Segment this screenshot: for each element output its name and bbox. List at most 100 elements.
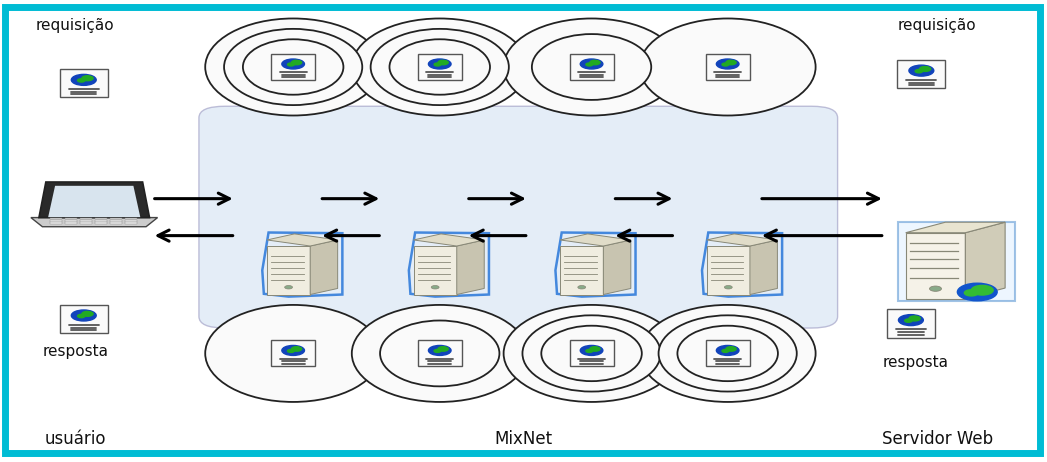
FancyBboxPatch shape: [50, 218, 62, 219]
Ellipse shape: [677, 326, 778, 381]
Circle shape: [909, 65, 934, 76]
Polygon shape: [603, 240, 630, 295]
Circle shape: [77, 79, 85, 82]
Text: resposta: resposta: [883, 355, 950, 370]
Polygon shape: [560, 246, 603, 295]
Ellipse shape: [532, 34, 651, 100]
Text: requisição: requisição: [36, 18, 115, 33]
FancyBboxPatch shape: [65, 222, 77, 224]
FancyBboxPatch shape: [570, 54, 614, 80]
FancyBboxPatch shape: [418, 54, 462, 80]
FancyBboxPatch shape: [271, 340, 315, 366]
FancyBboxPatch shape: [126, 220, 137, 222]
Circle shape: [586, 63, 593, 66]
FancyBboxPatch shape: [570, 340, 614, 366]
Circle shape: [580, 59, 603, 69]
Ellipse shape: [371, 29, 509, 105]
Polygon shape: [897, 222, 1015, 301]
Circle shape: [435, 349, 441, 353]
FancyBboxPatch shape: [60, 69, 108, 97]
Ellipse shape: [522, 315, 661, 392]
FancyBboxPatch shape: [110, 222, 121, 224]
FancyBboxPatch shape: [126, 218, 137, 219]
Circle shape: [578, 286, 585, 289]
FancyBboxPatch shape: [126, 222, 137, 224]
FancyBboxPatch shape: [95, 218, 107, 219]
Polygon shape: [39, 182, 150, 218]
Polygon shape: [707, 246, 750, 295]
Ellipse shape: [640, 305, 816, 402]
Circle shape: [291, 60, 302, 65]
Circle shape: [964, 290, 978, 296]
Polygon shape: [707, 234, 777, 246]
Text: resposta: resposta: [42, 344, 109, 359]
Circle shape: [282, 346, 305, 355]
Circle shape: [725, 286, 732, 289]
Text: MixNet: MixNet: [494, 430, 553, 448]
Circle shape: [586, 349, 593, 353]
Polygon shape: [267, 234, 337, 246]
Circle shape: [71, 310, 96, 321]
Circle shape: [957, 283, 997, 301]
FancyBboxPatch shape: [110, 220, 121, 222]
Polygon shape: [906, 222, 1005, 233]
FancyBboxPatch shape: [110, 218, 121, 219]
Circle shape: [898, 315, 923, 326]
Circle shape: [82, 311, 93, 316]
FancyBboxPatch shape: [706, 340, 750, 366]
FancyBboxPatch shape: [199, 106, 838, 328]
Polygon shape: [560, 234, 630, 246]
Circle shape: [282, 59, 305, 69]
Polygon shape: [965, 222, 1005, 298]
Text: usuário: usuário: [45, 430, 106, 448]
Ellipse shape: [205, 18, 381, 116]
Circle shape: [438, 346, 448, 351]
Text: Servidor Web: Servidor Web: [882, 430, 993, 448]
Circle shape: [77, 314, 85, 318]
Ellipse shape: [243, 39, 343, 95]
FancyBboxPatch shape: [50, 220, 62, 222]
Polygon shape: [310, 240, 337, 295]
FancyBboxPatch shape: [706, 54, 750, 80]
Polygon shape: [414, 246, 456, 295]
Text: requisição: requisição: [897, 18, 977, 33]
Circle shape: [716, 346, 739, 355]
Ellipse shape: [504, 305, 680, 402]
Circle shape: [288, 349, 294, 353]
Circle shape: [431, 286, 439, 289]
Circle shape: [930, 286, 941, 292]
Circle shape: [726, 60, 736, 65]
Ellipse shape: [389, 39, 490, 95]
FancyBboxPatch shape: [81, 220, 92, 222]
Polygon shape: [414, 234, 484, 246]
Circle shape: [580, 346, 603, 355]
Circle shape: [82, 76, 93, 81]
Circle shape: [435, 63, 441, 66]
Ellipse shape: [659, 315, 797, 392]
Polygon shape: [267, 246, 310, 295]
Circle shape: [905, 319, 912, 322]
Circle shape: [919, 67, 931, 72]
Ellipse shape: [380, 321, 499, 386]
FancyBboxPatch shape: [95, 220, 107, 222]
Circle shape: [915, 69, 922, 73]
Circle shape: [291, 346, 302, 351]
FancyBboxPatch shape: [81, 218, 92, 219]
Circle shape: [972, 286, 994, 295]
Polygon shape: [30, 218, 157, 227]
FancyBboxPatch shape: [418, 340, 462, 366]
Ellipse shape: [205, 305, 381, 402]
Ellipse shape: [640, 18, 816, 116]
FancyBboxPatch shape: [81, 222, 92, 224]
Ellipse shape: [224, 29, 362, 105]
Circle shape: [722, 63, 729, 66]
Circle shape: [722, 349, 729, 353]
Polygon shape: [456, 240, 484, 295]
Circle shape: [288, 63, 294, 66]
Ellipse shape: [352, 305, 528, 402]
Polygon shape: [48, 186, 140, 217]
Circle shape: [909, 316, 920, 321]
Circle shape: [71, 74, 96, 85]
Circle shape: [428, 346, 451, 355]
Circle shape: [726, 346, 736, 351]
